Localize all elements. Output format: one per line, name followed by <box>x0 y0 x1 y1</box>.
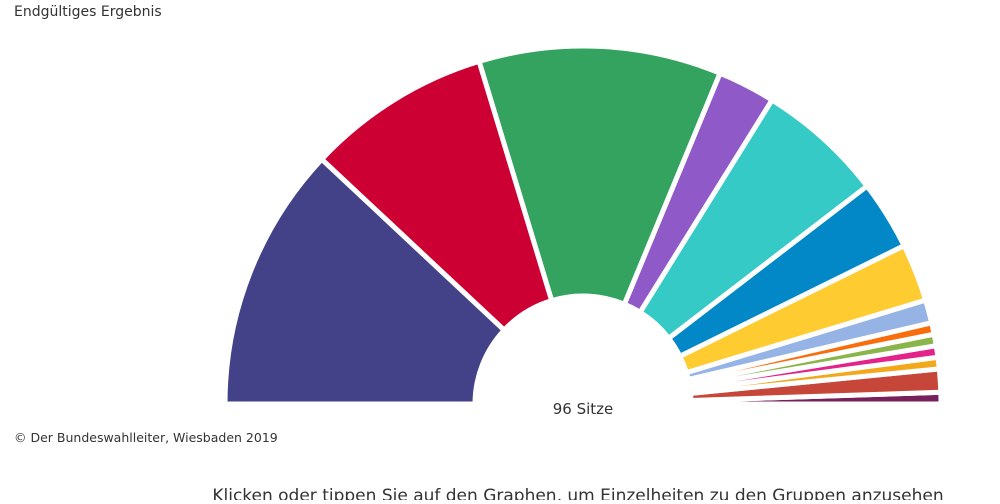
seat-segment <box>222 155 508 407</box>
source: © Der Bundeswahlleiter, Wiesbaden 2019 <box>14 430 278 445</box>
seat-segment <box>475 43 724 308</box>
chart-title: Endgültiges Ergebnis <box>14 4 162 20</box>
seat-segment <box>665 182 908 360</box>
hint: Klicken oder tippen Sie auf den Graphen,… <box>212 486 943 500</box>
seat-segment <box>636 96 871 342</box>
seat-segment <box>318 58 555 334</box>
center-label: 96 Sitze <box>553 400 614 418</box>
